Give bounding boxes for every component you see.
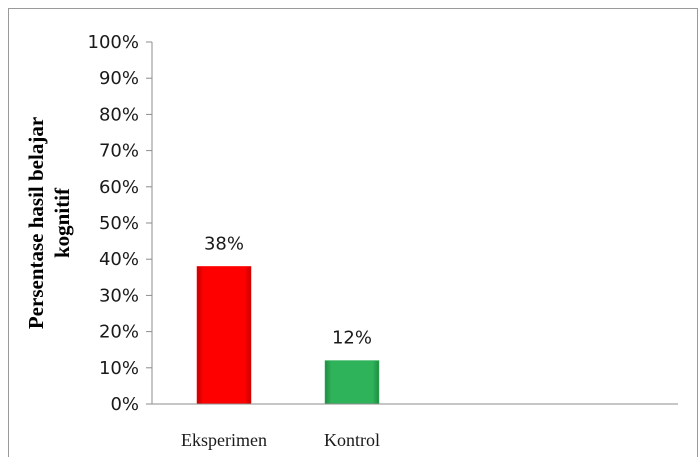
category-labels: Eksperimen Kontrol [181, 430, 380, 450]
data-labels: 38% 12% [204, 233, 372, 348]
y-axis-ticks: 0% 10% 20% 30% 40% 50% 60% 70% 80% 90% 100% [88, 32, 152, 415]
y-axis-title-line-1: Persentase hasil belajar [24, 117, 48, 329]
y-tick-label: 90% [99, 68, 139, 89]
y-tick-label: 0% [110, 394, 139, 415]
y-axis-title-line-2: kognitif [50, 187, 74, 258]
category-label-kontrol: Kontrol [324, 430, 380, 450]
y-axis-title: Persentase hasil belajar kognitif [24, 117, 74, 329]
category-label-eksperimen: Eksperimen [181, 430, 267, 450]
bar-kontrol [324, 360, 380, 405]
y-tick-label: 40% [99, 249, 139, 270]
y-tick-label: 100% [88, 32, 139, 53]
data-label-kontrol: 12% [332, 328, 372, 349]
y-tick-label: 30% [99, 285, 139, 306]
data-label-eksperimen: 38% [204, 233, 244, 254]
bars [196, 266, 380, 405]
y-tick-label: 50% [99, 213, 139, 234]
y-tick-label: 20% [99, 322, 139, 343]
axes [151, 42, 678, 405]
y-tick-label: 70% [99, 141, 139, 162]
y-tick-label: 10% [99, 358, 139, 379]
y-tick-label: 80% [99, 104, 139, 125]
y-tick-label: 60% [99, 177, 139, 198]
bar-eksperimen [196, 266, 252, 405]
